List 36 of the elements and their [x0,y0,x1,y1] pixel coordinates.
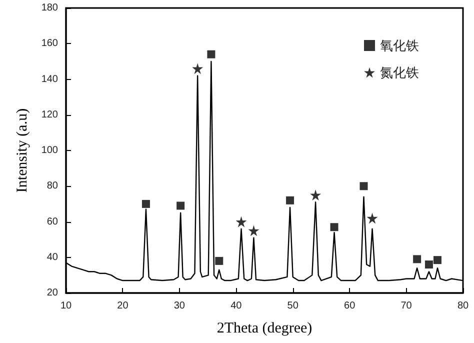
x-tick-label: 60 [344,300,356,312]
point [286,196,294,204]
legend-label: 氮化铁 [380,65,419,80]
y-tick-label: 80 [46,180,58,192]
y-tick-label: 160 [41,38,58,50]
point [176,202,185,210]
x-tick-label: 40 [230,300,242,312]
point [236,216,247,228]
point [366,212,378,224]
y-tick-label: 180 [41,2,58,14]
y-tick-label: 140 [41,74,58,85]
y-tick-label: 100 [41,145,58,156]
x-axis-title: 2Theta (degree) [216,320,312,336]
point [433,256,442,264]
point [215,256,224,265]
x-tick-label: 70 [400,300,412,312]
x-tick-label: 80 [457,300,469,312]
point [192,63,204,74]
point [310,190,322,201]
point [424,260,433,268]
x-tick-label: 20 [117,300,129,312]
y-tick-label: 40 [46,252,58,263]
point [413,255,422,264]
point [360,182,368,190]
y-tick-label: 60 [46,216,58,228]
x-tick-label: 30 [174,300,186,312]
y-tick-label: 120 [41,109,58,120]
y-axis-title: Intensity (a.u) [14,108,30,193]
legend-label: 氧化铁 [380,38,419,53]
point [248,225,260,236]
point [142,200,150,208]
y-tick-label: 20 [46,288,58,298]
x-tick-label: 10 [60,300,72,312]
point [207,50,216,58]
point [330,223,338,232]
x-tick-label: 50 [287,300,299,312]
